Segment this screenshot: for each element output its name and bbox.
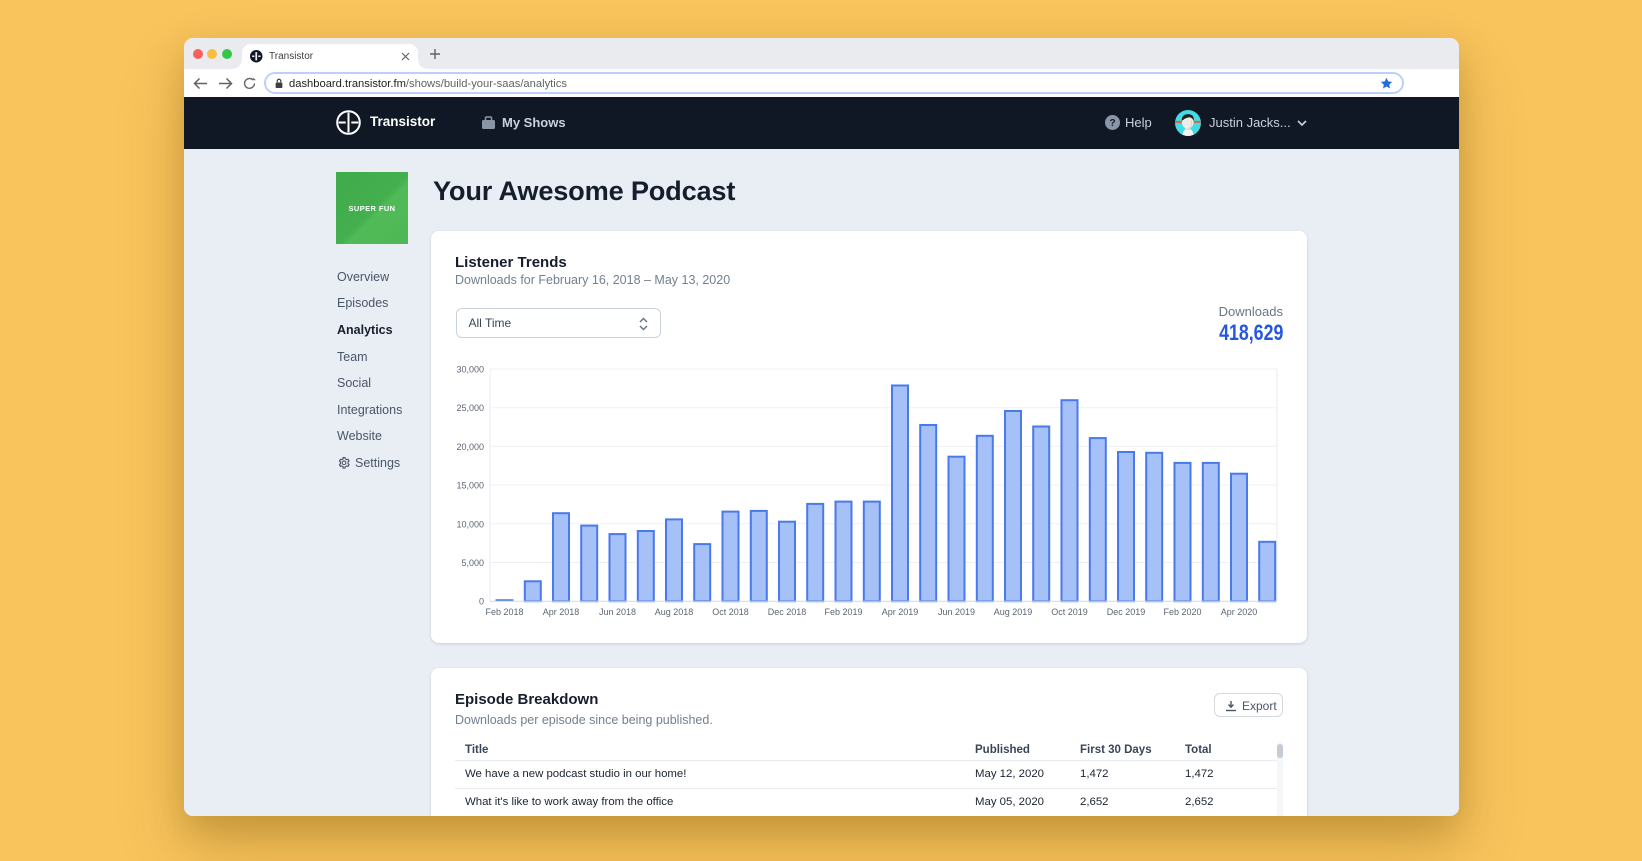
svg-text:Jun 2019: Jun 2019: [938, 607, 975, 617]
svg-text:Feb 2018: Feb 2018: [485, 607, 523, 617]
svg-text:Apr 2019: Apr 2019: [882, 607, 919, 617]
svg-text:?: ?: [1109, 118, 1115, 129]
svg-text:15,000: 15,000: [456, 481, 484, 491]
svg-text:5,000: 5,000: [461, 558, 484, 568]
svg-text:10,000: 10,000: [456, 519, 484, 529]
svg-text:30,000: 30,000: [456, 365, 484, 375]
svg-text:0: 0: [479, 597, 484, 607]
svg-text:Aug 2019: Aug 2019: [994, 607, 1033, 617]
svg-text:Dec 2018: Dec 2018: [768, 607, 807, 617]
svg-text:Feb 2020: Feb 2020: [1163, 607, 1201, 617]
svg-text:25,000: 25,000: [456, 403, 484, 413]
svg-text:Oct 2018: Oct 2018: [712, 607, 749, 617]
svg-text:Apr 2020: Apr 2020: [1221, 607, 1258, 617]
svg-text:Oct 2019: Oct 2019: [1051, 607, 1088, 617]
svg-text:Aug 2018: Aug 2018: [655, 607, 694, 617]
svg-text:Apr 2018: Apr 2018: [543, 607, 580, 617]
svg-text:20,000: 20,000: [456, 442, 484, 452]
svg-text:Jun 2018: Jun 2018: [599, 607, 636, 617]
svg-text:Dec 2019: Dec 2019: [1107, 607, 1146, 617]
svg-text:Feb 2019: Feb 2019: [824, 607, 862, 617]
